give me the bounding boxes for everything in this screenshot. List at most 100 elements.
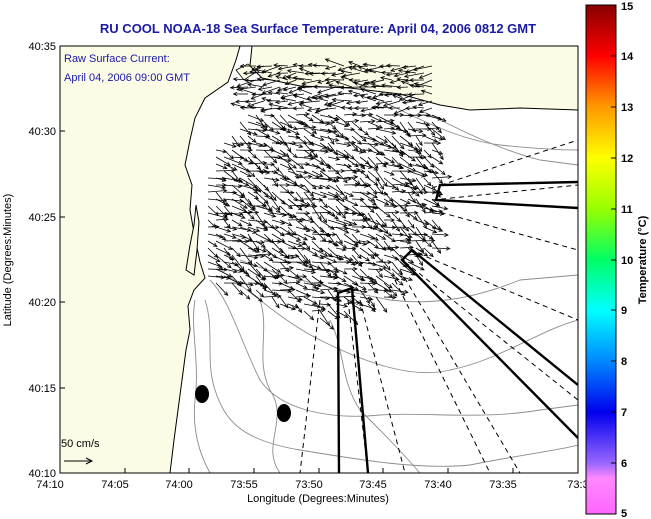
current-vector	[263, 135, 280, 145]
current-vector-head	[239, 105, 245, 110]
current-vector-head	[325, 121, 331, 126]
colorbar-tick: 15	[621, 1, 633, 13]
buoy-marker	[277, 404, 291, 422]
current-vector	[359, 247, 375, 259]
current-vector	[295, 233, 308, 241]
current-vector	[247, 212, 259, 214]
current-vector	[247, 198, 256, 210]
current-vector	[287, 191, 298, 202]
current-vector	[383, 198, 395, 206]
current-vector-head	[251, 138, 257, 143]
current-vector	[383, 226, 396, 228]
current-vector	[326, 79, 337, 84]
current-vector	[239, 191, 252, 206]
current-vector	[255, 233, 271, 242]
current-vector	[407, 142, 422, 155]
current-vector	[392, 94, 409, 102]
current-vector-head	[226, 275, 231, 280]
current-vector-head	[413, 146, 419, 150]
current-vector-head	[400, 276, 406, 282]
current-vector	[287, 156, 304, 169]
current-vector	[319, 184, 330, 189]
current-vector-head	[330, 120, 336, 125]
current-vector-head	[429, 252, 434, 258]
current-vector-head	[299, 100, 305, 105]
current-vector	[271, 198, 281, 211]
current-vector	[415, 135, 423, 146]
current-vector-head	[285, 254, 290, 260]
current-vector-head	[335, 80, 341, 85]
current-vector-head	[423, 252, 429, 257]
current-vector	[407, 149, 420, 152]
current-vector	[363, 63, 377, 67]
current-vector-head	[372, 281, 377, 286]
current-vector-head	[309, 315, 315, 321]
current-vector-head	[405, 106, 410, 111]
current-vector	[335, 289, 351, 293]
current-vector	[351, 289, 367, 293]
current-vector	[247, 191, 259, 200]
current-vector-head	[292, 94, 298, 99]
current-vector-head	[258, 297, 263, 302]
current-vector	[335, 268, 347, 275]
current-vector-head	[417, 102, 423, 107]
current-vector	[367, 212, 378, 228]
current-vector	[376, 100, 393, 105]
current-vector-head	[262, 248, 267, 253]
current-vector-head	[237, 160, 243, 165]
current-vector	[271, 149, 287, 157]
current-vector	[391, 163, 404, 169]
current-vector	[423, 135, 438, 143]
current-vector	[319, 198, 328, 208]
current-vector-head	[284, 152, 290, 158]
current-vector-head	[387, 232, 393, 237]
current-vector-head	[292, 106, 297, 111]
current-vector-head	[339, 256, 345, 261]
current-vector	[303, 226, 318, 233]
current-vector-head	[288, 204, 293, 210]
current-vector	[287, 275, 303, 281]
radar-beam-outlines	[336, 180, 578, 473]
current-vector	[207, 184, 226, 189]
current-vector-head	[430, 131, 436, 136]
current-vector	[215, 170, 235, 172]
current-vector-head	[280, 273, 285, 278]
current-vector-head	[344, 229, 350, 234]
current-vector	[300, 100, 321, 104]
current-vector-head	[418, 261, 424, 267]
current-vector	[263, 212, 276, 217]
current-vector	[271, 233, 285, 243]
current-vector	[287, 226, 297, 236]
current-vector	[279, 240, 297, 249]
current-vector	[303, 184, 314, 197]
current-vector	[407, 233, 428, 236]
current-vector-head	[359, 149, 364, 154]
current-vector-head	[313, 154, 319, 159]
current-vector-head	[421, 238, 427, 243]
current-vector-head	[375, 176, 381, 182]
current-vector	[279, 205, 293, 219]
current-vector	[367, 282, 378, 294]
current-vector	[295, 184, 310, 193]
current-vector-head	[421, 208, 426, 214]
current-vector	[207, 190, 227, 193]
current-vector	[390, 79, 401, 84]
current-vector	[431, 233, 449, 236]
current-vector	[215, 156, 231, 166]
current-vector-head	[292, 63, 298, 68]
current-vector	[255, 149, 275, 151]
current-vector-head	[443, 206, 449, 211]
current-vector-head	[246, 82, 252, 87]
current-vector	[260, 107, 281, 111]
current-vector	[293, 94, 313, 102]
current-vector-head	[324, 65, 330, 70]
current-vector	[287, 204, 305, 207]
current-vector-head	[247, 287, 252, 293]
current-vector	[263, 261, 281, 273]
current-vector-head	[388, 105, 393, 111]
current-vector-head	[213, 253, 219, 259]
current-vector-head	[262, 128, 267, 133]
current-vector-head	[394, 210, 400, 215]
current-vector	[255, 142, 267, 147]
current-vector	[356, 100, 369, 104]
